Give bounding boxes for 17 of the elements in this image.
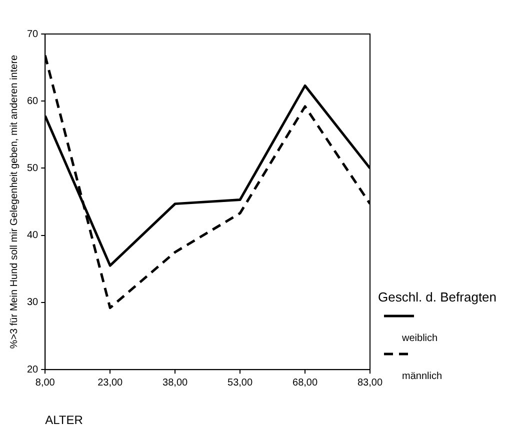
y-tick-label: 30 xyxy=(27,297,39,308)
y-tick-label: 60 xyxy=(27,96,39,107)
y-tick-label: 50 xyxy=(27,162,39,174)
x-tick-label: 53,00 xyxy=(228,377,253,388)
text: weiblich xyxy=(401,332,438,344)
x-tick-label: 68,00 xyxy=(292,377,318,388)
y-axis-title: %>3 für Mein Hund soll mir Gelegenheit geben, mit anderen intere xyxy=(8,54,20,349)
y-tick-label: 40 xyxy=(27,230,39,242)
x-tick-label: 83,00 xyxy=(357,377,383,388)
y-tick-label: 70 xyxy=(27,28,39,40)
legend-title: Geschl. d. Befragten xyxy=(378,290,497,305)
x-tick-label: 38,00 xyxy=(162,377,188,388)
x-axis-title: ALTER xyxy=(45,413,84,428)
x-tick-label: 8,00 xyxy=(35,377,56,388)
x-tick-label: 23,00 xyxy=(98,377,124,388)
y-tick-label: 20 xyxy=(27,364,39,376)
text: männlich xyxy=(402,370,442,382)
